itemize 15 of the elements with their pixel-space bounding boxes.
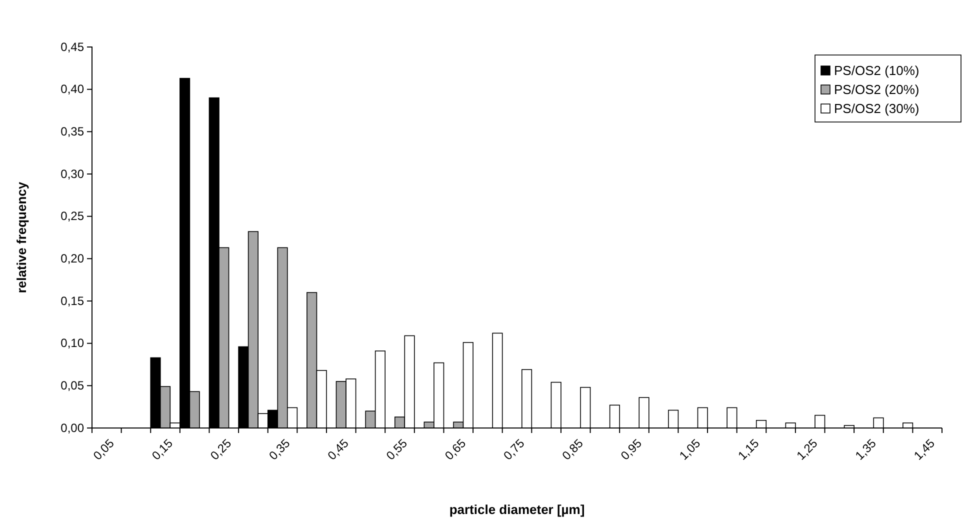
y-tick-label: 0,30 xyxy=(60,166,84,181)
y-tick-label: 0,05 xyxy=(60,378,84,393)
legend-label: PS/OS2 (10%) xyxy=(834,63,920,78)
y-tick-label: 0,25 xyxy=(60,209,84,224)
y-tick-label: 0,20 xyxy=(60,252,84,266)
x-axis-title: particle diameter [µm] xyxy=(449,502,585,517)
legend-label: PS/OS2 (30%) xyxy=(834,101,920,116)
y-tick-label: 0,40 xyxy=(60,82,84,96)
legend-label: PS/OS2 (20%) xyxy=(834,82,920,97)
y-tick-label: 0,35 xyxy=(60,124,84,139)
y-axis-title: relative frequency xyxy=(14,181,29,294)
y-tick-label: 0,10 xyxy=(60,336,84,350)
y-tick-label: 0,00 xyxy=(60,420,84,435)
y-tick-label: 0,45 xyxy=(60,40,84,54)
y-tick-label: 0,15 xyxy=(60,294,84,308)
